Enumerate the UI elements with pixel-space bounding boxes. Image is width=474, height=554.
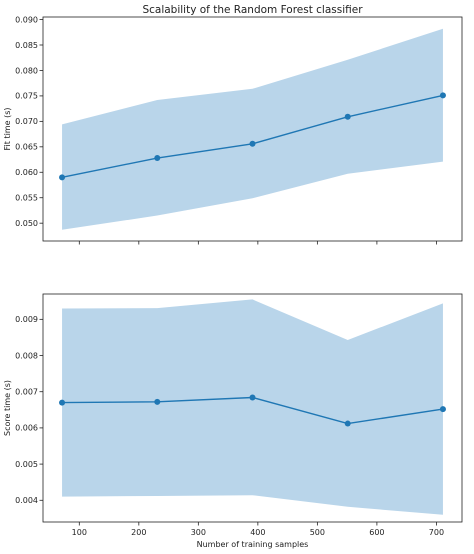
data-point	[249, 140, 256, 147]
std-band	[62, 299, 443, 515]
data-point	[154, 155, 161, 162]
x-tick-label: 400	[250, 528, 265, 537]
x-tick-label: 600	[369, 528, 384, 537]
y-tick-label: 0.060	[15, 168, 38, 177]
data-point	[59, 399, 66, 406]
y-tick-label: 0.008	[15, 351, 38, 360]
chart-title: Scalability of the Random Forest classif…	[142, 4, 363, 16]
y-tick-label: 0.080	[15, 66, 38, 75]
data-point	[249, 394, 256, 401]
axes-frame	[42, 293, 463, 523]
x-axis-label: Number of training samples	[197, 540, 309, 549]
data-point	[439, 92, 446, 99]
y-tick-label: 0.085	[15, 41, 38, 50]
y-tick-label: 0.090	[15, 15, 38, 24]
y-tick-label: 0.006	[15, 424, 38, 433]
y-tick-label: 0.075	[15, 92, 38, 101]
x-tick-label: 500	[310, 528, 325, 537]
data-point	[439, 406, 446, 413]
y-tick-label: 0.055	[15, 194, 38, 203]
y-tick-label: 0.005	[15, 460, 38, 469]
x-tick-label: 100	[72, 528, 87, 537]
y-tick-label: 0.007	[15, 388, 38, 397]
x-tick-label: 300	[191, 528, 206, 537]
score-time-plot: 100 200 300 400 500 600 700 0.004 0.005 0.006 0.00…	[3, 293, 463, 549]
y-tick-label: 0.070	[15, 117, 38, 126]
data-point	[154, 398, 161, 405]
data-point	[59, 174, 66, 181]
x-tick-label: 700	[429, 528, 444, 537]
axes-frame	[42, 16, 463, 242]
data-point	[344, 420, 351, 427]
y-axis-label: Fit time (s)	[3, 108, 12, 151]
y-tick-label: 0.065	[15, 143, 38, 152]
y-tick-label: 0.009	[15, 315, 38, 324]
std-band	[62, 28, 443, 230]
y-tick-label: 0.050	[15, 219, 38, 228]
data-point	[344, 113, 351, 120]
y-axis-label: Score time (s)	[3, 380, 12, 436]
y-tick-label: 0.004	[15, 496, 38, 505]
x-tick-label: 200	[131, 528, 146, 537]
fit-time-plot: 0.050 0.055 0.060 0.065 0.070 0.075 0.080 0.085…	[3, 15, 463, 245]
